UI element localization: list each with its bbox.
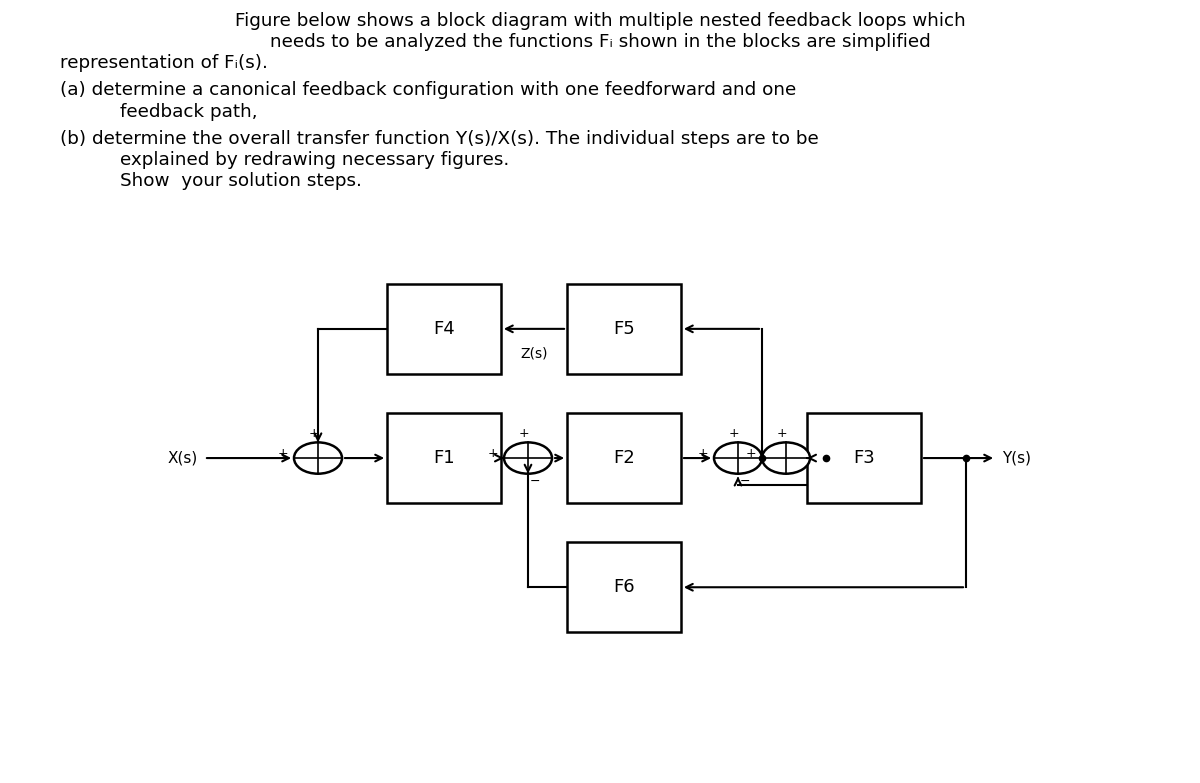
Bar: [386, 413, 502, 503]
Text: +: +: [310, 427, 319, 440]
Text: Z(s): Z(s): [521, 346, 547, 360]
Text: (b) determine the overall transfer function Y(s)/X(s). The individual steps are : (b) determine the overall transfer funct…: [60, 130, 818, 148]
Text: +: +: [697, 447, 708, 460]
Bar: [808, 413, 922, 503]
Text: X(s): X(s): [168, 450, 198, 466]
Text: F6: F6: [613, 579, 635, 596]
Bar: [568, 284, 682, 374]
Circle shape: [504, 442, 552, 474]
Text: F1: F1: [433, 449, 455, 467]
Text: +: +: [745, 447, 756, 460]
Text: Show  your solution steps.: Show your solution steps.: [120, 172, 362, 190]
Text: F5: F5: [613, 320, 635, 337]
Text: needs to be analyzed the functions Fᵢ shown in the blocks are simplified: needs to be analyzed the functions Fᵢ sh…: [270, 33, 930, 51]
Text: −: −: [530, 475, 540, 489]
Circle shape: [762, 442, 810, 474]
Text: +: +: [520, 427, 529, 440]
Text: +: +: [730, 427, 739, 440]
Text: +: +: [487, 447, 498, 460]
Bar: [386, 284, 502, 374]
Text: Y(s): Y(s): [1002, 450, 1031, 466]
Text: (a) determine a canonical feedback configuration with one feedforward and one: (a) determine a canonical feedback confi…: [60, 81, 797, 99]
Text: feedback path,: feedback path,: [120, 103, 258, 121]
Circle shape: [714, 442, 762, 474]
Text: Figure below shows a block diagram with multiple nested feedback loops which: Figure below shows a block diagram with …: [235, 12, 965, 30]
Bar: [568, 413, 682, 503]
Circle shape: [294, 442, 342, 474]
Text: F3: F3: [853, 449, 875, 467]
Text: F4: F4: [433, 320, 455, 337]
Text: +: +: [778, 427, 787, 440]
Text: −: −: [740, 475, 750, 489]
Text: representation of Fᵢ(s).: representation of Fᵢ(s).: [60, 54, 268, 72]
Bar: [568, 542, 682, 633]
Text: +: +: [277, 447, 288, 460]
Text: F2: F2: [613, 449, 635, 467]
Text: explained by redrawing necessary figures.: explained by redrawing necessary figures…: [120, 151, 509, 169]
